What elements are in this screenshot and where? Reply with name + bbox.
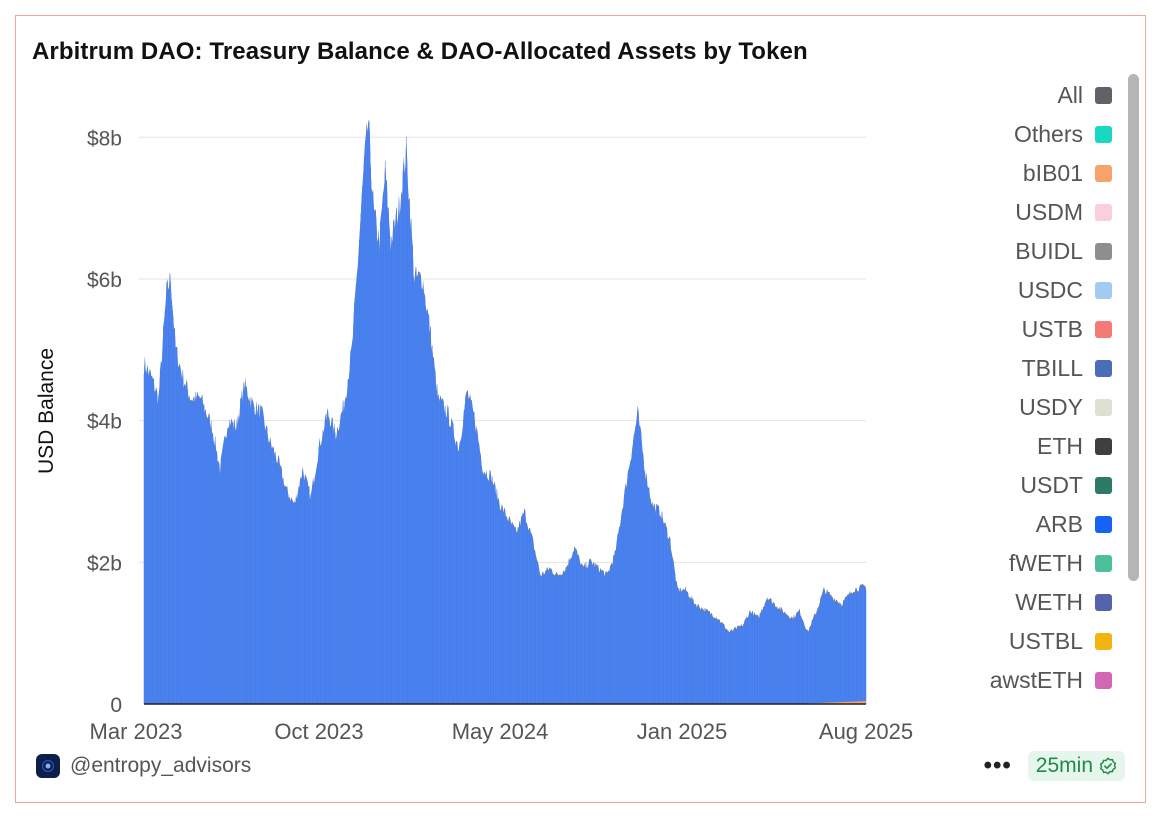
- legend-item-arb[interactable]: ARB: [912, 505, 1112, 544]
- legend-label: USTB: [1021, 316, 1083, 342]
- legend-swatch: [1095, 555, 1112, 572]
- legend-item-tbill[interactable]: TBILL: [912, 349, 1112, 388]
- legend-label: Others: [1013, 121, 1083, 147]
- legend-label: USDT: [1020, 472, 1083, 498]
- legend-item-others[interactable]: Others: [912, 115, 1112, 154]
- legend-label: USDC: [1017, 277, 1083, 303]
- chart-title: Arbitrum DAO: Treasury Balance & DAO-All…: [32, 38, 808, 65]
- legend-label: WETH: [1015, 589, 1083, 615]
- x-tick-label: Mar 2023: [90, 719, 183, 744]
- x-tick-label: May 2024: [452, 719, 549, 744]
- legend-label: All: [1057, 82, 1083, 108]
- refresh-interval: 25min: [1035, 754, 1093, 777]
- legend-item-all[interactable]: All: [912, 76, 1112, 115]
- legend-swatch: [1095, 204, 1112, 221]
- legend-item-eth[interactable]: ETH: [912, 427, 1112, 466]
- verified-check-icon: [1099, 757, 1117, 775]
- legend-item-awsteth[interactable]: awstETH: [912, 661, 1112, 700]
- legend-label: TBILL: [1021, 355, 1083, 381]
- area-chart: 0 $2b $4b $6b $8b USD Balance Mar 2023 Oct 2023…: [35, 119, 913, 744]
- legend-swatch: [1095, 594, 1112, 611]
- legend-swatch: [1095, 126, 1112, 143]
- refresh-badge[interactable]: 25min: [1027, 751, 1125, 781]
- legend: All Others bIB01 USDM BUIDL USDC USTB TBILL USDY…: [912, 76, 1112, 700]
- entropy-logo-icon: [36, 754, 60, 778]
- legend-item-bib01[interactable]: bIB01: [912, 154, 1112, 193]
- legend-label: awstETH: [989, 667, 1083, 693]
- legend-swatch: [1095, 165, 1112, 182]
- x-tick-label: Jan 2025: [637, 719, 728, 744]
- legend-swatch: [1095, 87, 1112, 104]
- legend-swatch: [1095, 243, 1112, 260]
- legend-item-fweth[interactable]: fWETH: [912, 544, 1112, 583]
- legend-label: USTBL: [1008, 628, 1083, 654]
- more-options-icon[interactable]: •••: [983, 752, 1012, 779]
- legend-label: BUIDL: [1015, 238, 1083, 264]
- legend-swatch: [1095, 399, 1112, 416]
- y-tick-label: $6b: [87, 269, 122, 292]
- legend-swatch: [1095, 672, 1112, 689]
- chart-card: Arbitrum DAO: Treasury Balance & DAO-All…: [15, 15, 1146, 803]
- legend-label: ARB: [1035, 511, 1083, 537]
- legend-item-weth[interactable]: WETH: [912, 583, 1112, 622]
- attribution: @entropy_advisors: [36, 754, 251, 778]
- legend-item-buidl[interactable]: BUIDL: [912, 232, 1112, 271]
- legend-swatch: [1095, 633, 1112, 650]
- legend-item-usdt[interactable]: USDT: [912, 466, 1112, 505]
- legend-item-usdm[interactable]: USDM: [912, 193, 1112, 232]
- footer-actions: ••• 25min: [984, 751, 1125, 781]
- legend-item-usdy[interactable]: USDY: [912, 388, 1112, 427]
- legend-swatch: [1095, 321, 1112, 338]
- author-handle[interactable]: @entropy_advisors: [70, 754, 252, 777]
- legend-item-ustbl[interactable]: USTBL: [912, 622, 1112, 661]
- legend-swatch: [1095, 477, 1112, 494]
- legend-label: bIB01: [1022, 160, 1083, 186]
- legend-item-usdc[interactable]: USDC: [912, 271, 1112, 310]
- x-tick-label: Oct 2023: [274, 719, 363, 744]
- legend-swatch: [1095, 516, 1112, 533]
- y-tick-label: 0: [110, 694, 122, 717]
- series-arb-area: [144, 120, 866, 705]
- legend-label: USDY: [1019, 394, 1083, 420]
- y-tick-label: $4b: [87, 411, 122, 434]
- y-tick-label: $8b: [87, 127, 122, 150]
- legend-swatch: [1095, 360, 1112, 377]
- legend-item-ustb[interactable]: USTB: [912, 310, 1112, 349]
- legend-scrollbar[interactable]: [1128, 74, 1139, 581]
- legend-swatch: [1095, 438, 1112, 455]
- x-tick-label: Aug 2025: [819, 719, 913, 744]
- legend-label: USDM: [1015, 199, 1083, 225]
- legend-swatch: [1095, 282, 1112, 299]
- legend-label: fWETH: [1008, 550, 1083, 576]
- legend-label: ETH: [1037, 433, 1083, 459]
- y-axis-label: USD Balance: [35, 348, 58, 474]
- y-tick-label: $2b: [87, 552, 122, 575]
